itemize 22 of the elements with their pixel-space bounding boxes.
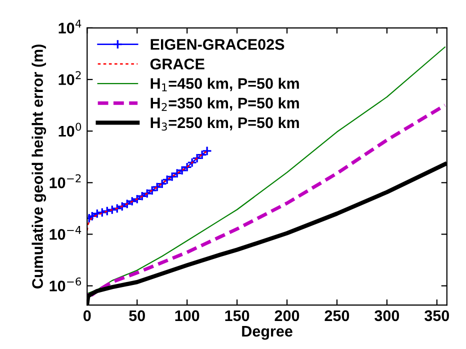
line-series — [87, 150, 208, 232]
x-tick-label: 0 — [84, 310, 91, 322]
legend-label: H$_{3}$=250 km, P=50 km — [150, 116, 299, 131]
legend-label: EIGEN-GRACE02S — [150, 39, 284, 50]
x-tick-label: 100 — [175, 310, 200, 322]
x-tick-label: 250 — [324, 310, 350, 322]
x-tick-label: 350 — [424, 310, 450, 322]
y-tick-label: 10$^{2}$ — [58, 71, 81, 86]
y-tick-label: 10$^{0}$ — [58, 122, 82, 137]
y-axis-title: Cumulative geoid height error (m) — [32, 44, 46, 288]
y-tick-label: 10$^{−2}$ — [50, 174, 81, 188]
legend-label: H$_{2}$=350 km, P=50 km — [150, 97, 299, 111]
legend-label: GRACE — [150, 58, 204, 70]
y-tick-label: 10$^{−6}$ — [50, 277, 82, 292]
y-tick-label: 10$^{4}$ — [58, 20, 82, 34]
x-tick-label: 150 — [225, 310, 250, 322]
x-axis-title: Degree — [242, 326, 292, 340]
y-tick-label: 10$^{−4}$ — [50, 226, 82, 240]
legend-label: H$_{1}$=450 km, P=50 km — [150, 78, 299, 92]
x-tick-label: 200 — [274, 310, 300, 322]
x-tick-label: 300 — [374, 310, 400, 322]
x-tick-label: 50 — [129, 310, 145, 322]
